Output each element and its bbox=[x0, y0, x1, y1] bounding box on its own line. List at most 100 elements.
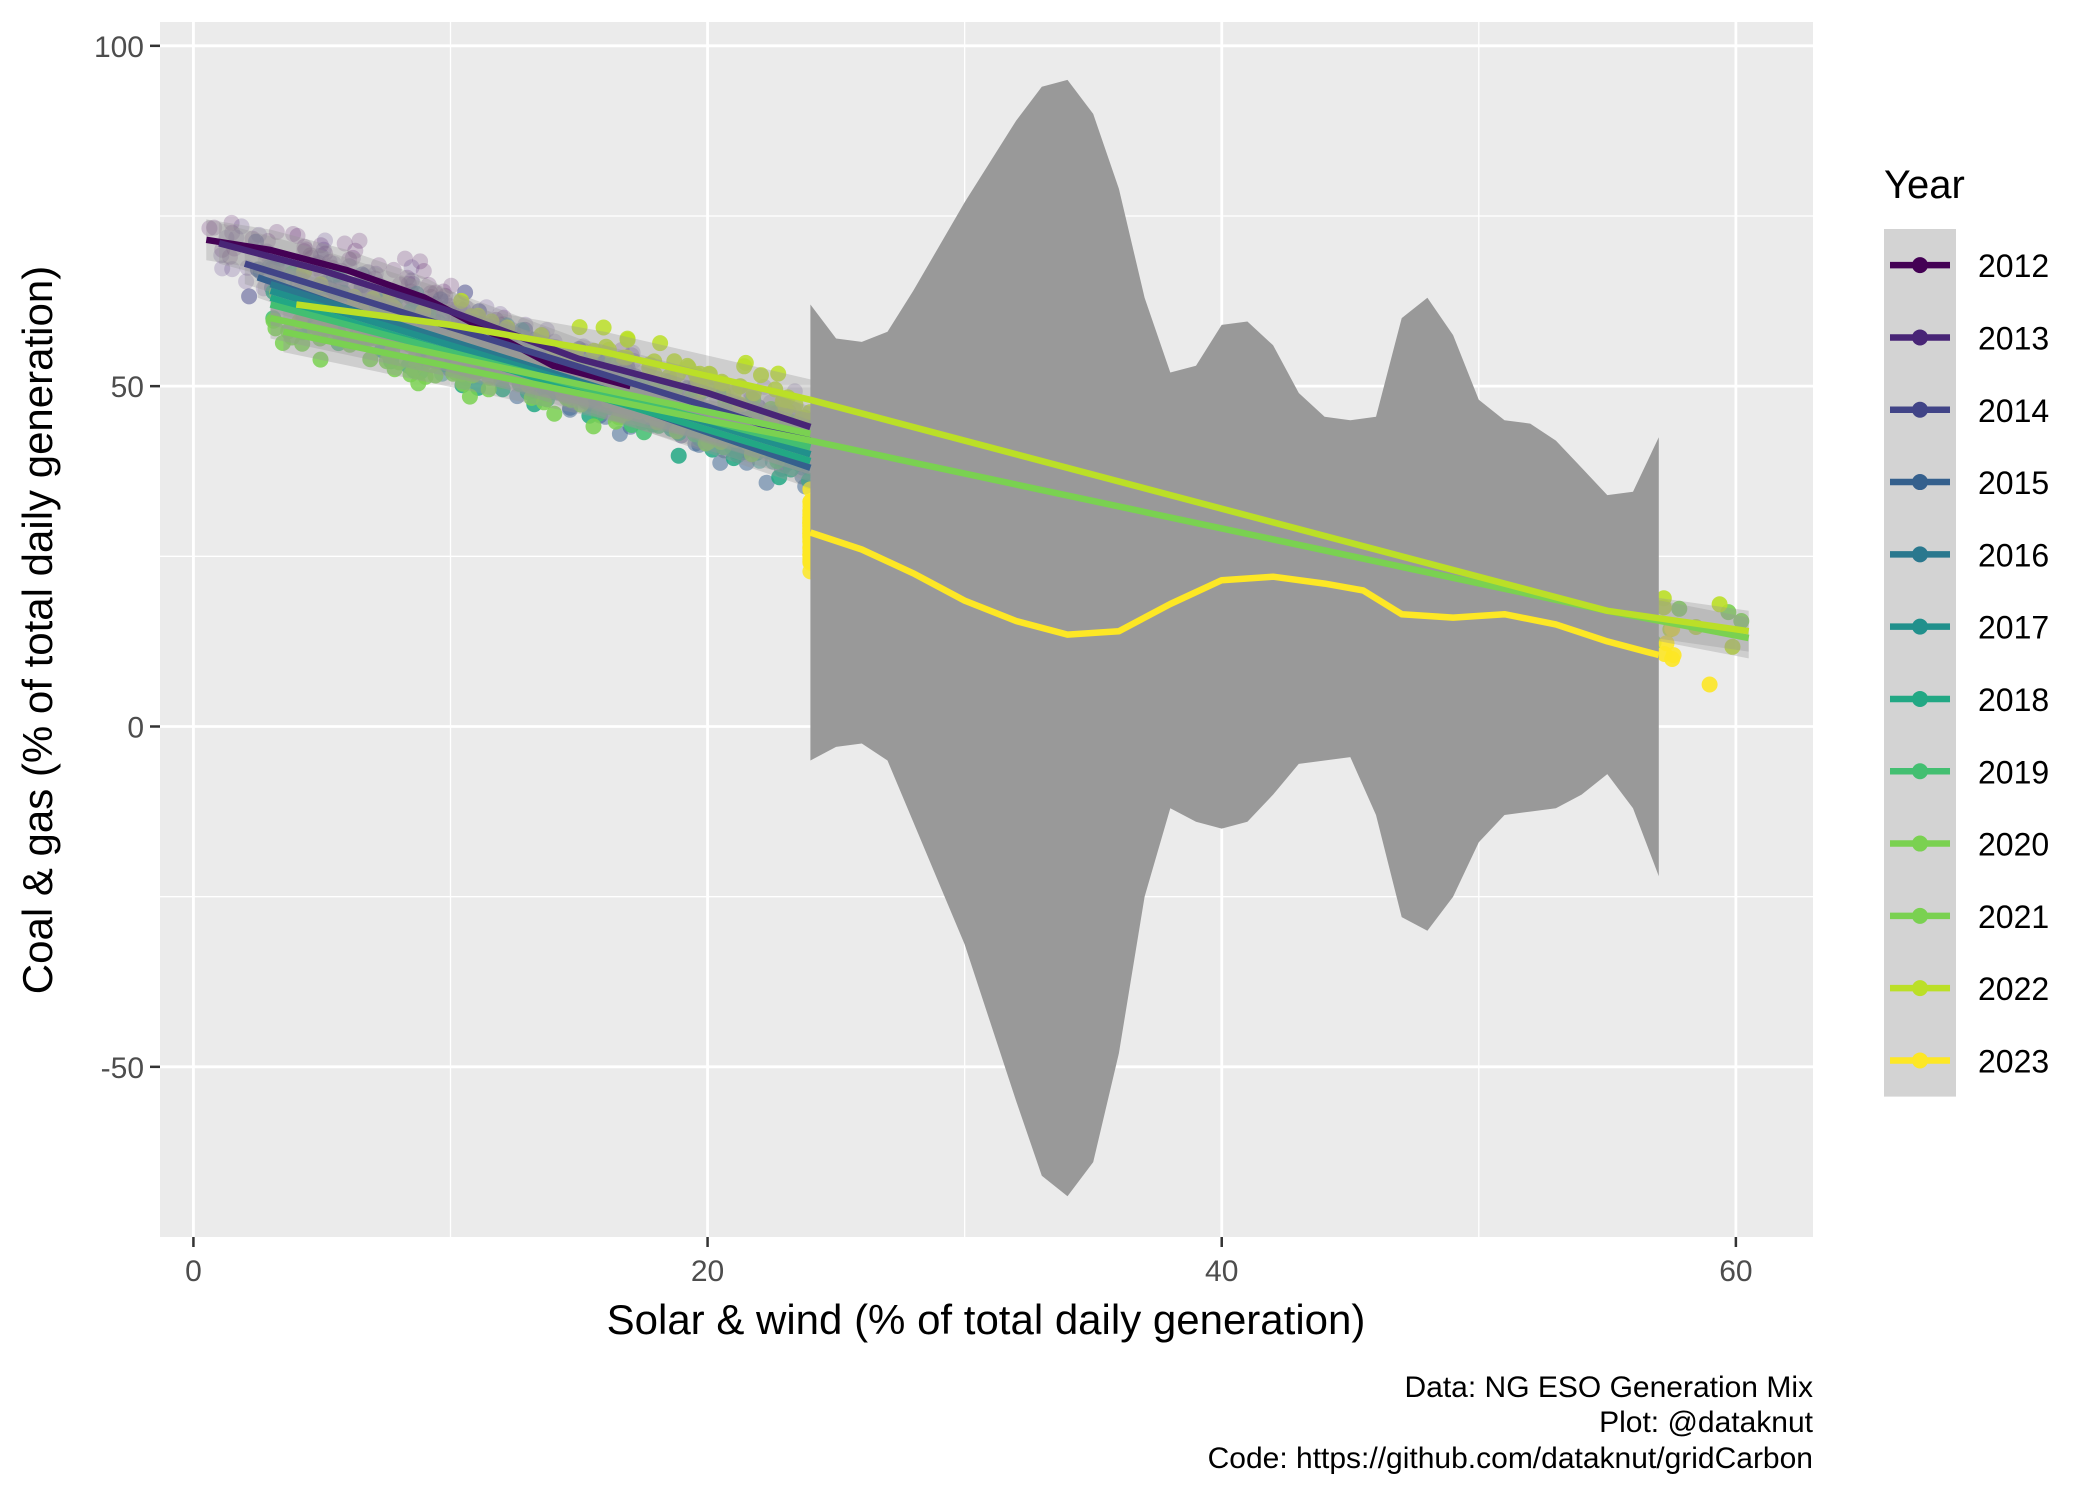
legend-key-point-2021 bbox=[1912, 907, 1928, 924]
legend-label-2016: 2016 bbox=[1978, 537, 2049, 573]
point-2020 bbox=[312, 351, 329, 368]
trend-line-2022 bbox=[295, 301, 1750, 635]
legend-label-2021: 2021 bbox=[1978, 899, 2049, 935]
x-tick-label: 20 bbox=[691, 1255, 724, 1288]
y-tick-label: 100 bbox=[94, 31, 144, 64]
point-2012 bbox=[223, 214, 240, 231]
point-2013 bbox=[238, 273, 255, 290]
point-2012 bbox=[206, 219, 223, 236]
point-2013 bbox=[213, 247, 230, 264]
point-2022 bbox=[753, 367, 769, 384]
y-tick-label: 50 bbox=[111, 371, 144, 404]
legend-key-point-2020 bbox=[1912, 835, 1928, 852]
legend: Year 2012 2013 2014 2015 2016 2017 2018 2019 202… bbox=[1884, 163, 2049, 1097]
trend-lines bbox=[205, 236, 1750, 659]
point-2022 bbox=[571, 319, 588, 336]
point-2021 bbox=[573, 396, 589, 413]
legend-key-background bbox=[1884, 229, 1956, 1097]
point-2012 bbox=[370, 257, 387, 274]
point-2012 bbox=[415, 263, 432, 279]
point-2013 bbox=[317, 232, 333, 249]
point-2021 bbox=[536, 394, 552, 411]
legend-label-2017: 2017 bbox=[1978, 610, 2049, 646]
y-tick-label: 0 bbox=[127, 711, 144, 744]
y-tick-label: -50 bbox=[101, 1052, 144, 1085]
legend-key-point-2014 bbox=[1912, 401, 1928, 418]
point-2012 bbox=[351, 232, 368, 249]
point-2021 bbox=[362, 351, 379, 368]
point-2013 bbox=[403, 272, 420, 289]
point-2021 bbox=[480, 381, 497, 398]
trend-line-2018 bbox=[269, 294, 812, 465]
point-2012 bbox=[317, 245, 334, 262]
legend-label-2018: 2018 bbox=[1978, 682, 2049, 718]
point-2018 bbox=[725, 450, 742, 467]
point-2012 bbox=[385, 261, 402, 278]
point-2020 bbox=[546, 405, 563, 422]
point-2022 bbox=[1724, 638, 1741, 655]
point-2012 bbox=[347, 242, 364, 259]
point-2012 bbox=[344, 249, 361, 266]
point-2022 bbox=[770, 365, 787, 382]
legend-key-point-2022 bbox=[1912, 980, 1928, 997]
point-2012 bbox=[341, 251, 358, 268]
trend-line-2020 bbox=[269, 314, 812, 437]
legend-label-2015: 2015 bbox=[1978, 465, 2049, 501]
annotation-data-source: Data: NG ESO Generation Mix bbox=[1405, 1371, 1814, 1404]
point-2022 bbox=[787, 396, 804, 413]
point-2013 bbox=[214, 260, 231, 277]
point-2012 bbox=[289, 227, 306, 244]
point-2012 bbox=[296, 238, 313, 255]
legend-label-2012: 2012 bbox=[1978, 248, 2049, 284]
legend-label-2014: 2014 bbox=[1978, 393, 2049, 429]
point-2014 bbox=[241, 288, 258, 305]
point-2022 bbox=[595, 319, 612, 336]
legend-label-2020: 2020 bbox=[1978, 827, 2049, 863]
point-2015 bbox=[758, 474, 775, 491]
ci-band-2023 bbox=[810, 79, 1659, 1197]
point-2023 bbox=[1658, 635, 1675, 652]
x-tick-label: 60 bbox=[1719, 1255, 1752, 1288]
trend-line-2023 bbox=[809, 529, 1660, 659]
point-2015 bbox=[611, 425, 628, 442]
point-2022 bbox=[619, 330, 636, 347]
point-2013 bbox=[224, 261, 241, 278]
legend-key-point-2017 bbox=[1912, 618, 1928, 635]
point-2012 bbox=[224, 224, 241, 241]
point-2015 bbox=[712, 454, 729, 471]
legend-label-2013: 2013 bbox=[1978, 320, 2049, 356]
point-2012 bbox=[312, 237, 329, 254]
point-2012 bbox=[285, 226, 302, 242]
point-2012 bbox=[443, 277, 460, 294]
point-2018 bbox=[771, 469, 788, 486]
point-2012 bbox=[201, 220, 218, 237]
point-2012 bbox=[297, 241, 314, 258]
point-2021 bbox=[1671, 600, 1688, 617]
y-axis-label: Coal & gas (% of total daily generation) bbox=[14, 266, 61, 994]
point-2022 bbox=[1711, 596, 1728, 613]
trend-line-2012 bbox=[205, 236, 632, 390]
point-2021 bbox=[1733, 613, 1750, 629]
point-2023 bbox=[1701, 676, 1718, 693]
point-2021 bbox=[585, 418, 602, 435]
point-2018 bbox=[670, 447, 687, 464]
annotation-plot-credit: Plot: @dataknut bbox=[1599, 1406, 1814, 1439]
point-2013 bbox=[403, 259, 420, 276]
legend-key-point-2019 bbox=[1912, 763, 1928, 780]
point-2022 bbox=[453, 292, 470, 309]
point-2022 bbox=[736, 358, 753, 375]
point-2019 bbox=[636, 424, 652, 441]
point-2021 bbox=[410, 375, 427, 392]
legend-title: Year bbox=[1884, 163, 1965, 207]
point-2012 bbox=[222, 248, 238, 265]
point-2022 bbox=[1655, 590, 1672, 607]
point-2012 bbox=[397, 250, 413, 267]
axes: 0 20 40 60 -50 0 50 100 bbox=[94, 31, 1753, 1288]
legend-key-point-2012 bbox=[1912, 257, 1928, 274]
point-2012 bbox=[399, 269, 416, 286]
point-2022 bbox=[652, 335, 669, 352]
point-2013 bbox=[315, 241, 332, 258]
point-2012 bbox=[259, 233, 276, 249]
legend-key-point-2015 bbox=[1912, 474, 1928, 491]
